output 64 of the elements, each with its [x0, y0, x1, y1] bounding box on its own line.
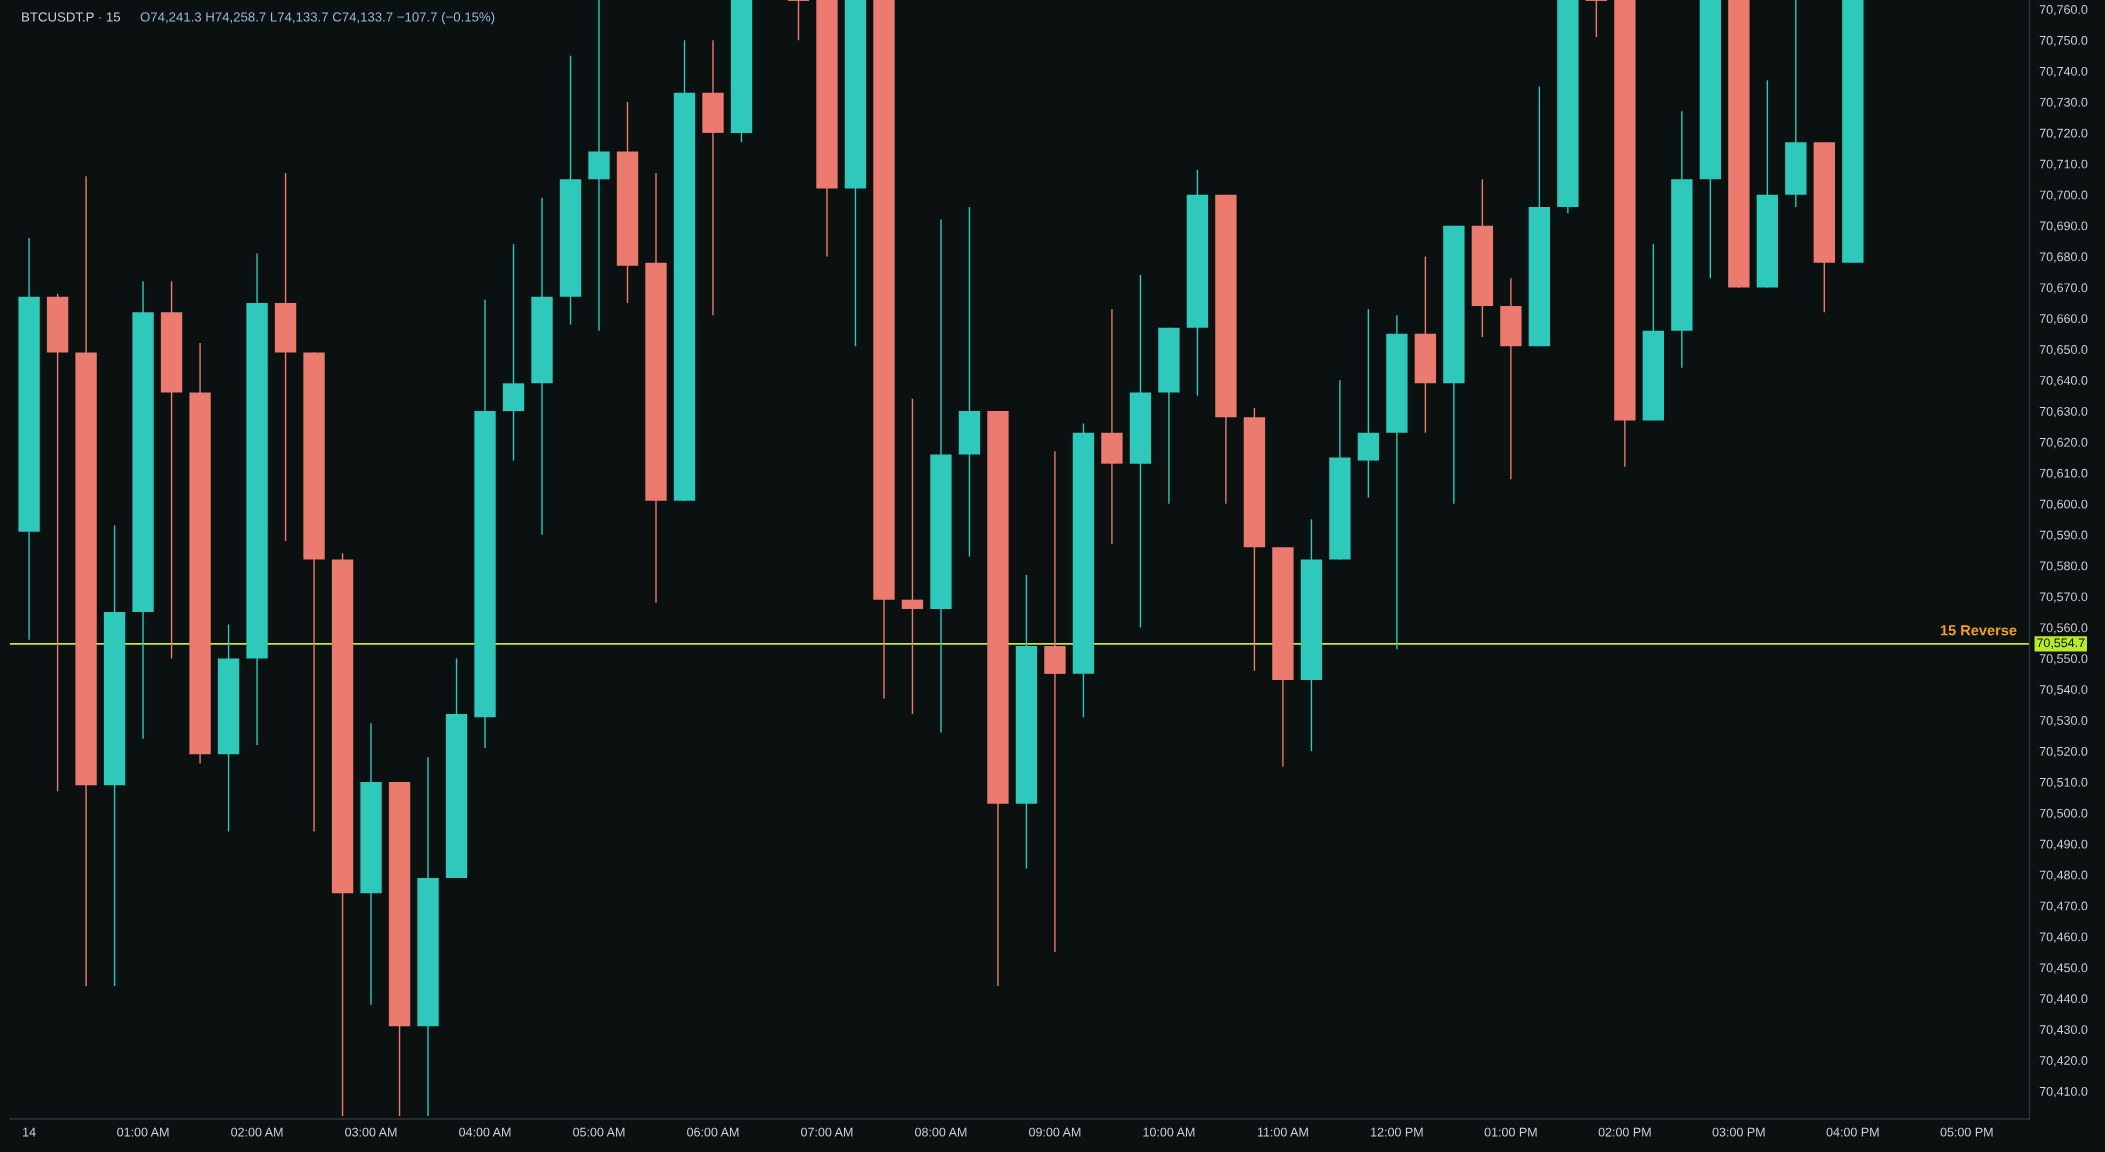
y-tick-label: 70,490.0 — [2039, 839, 2088, 851]
text: O74,241.3 H74,258.7 L74,133.7 C74,133.7 −107.7 (−0.15%) — [140, 11, 495, 25]
y-tick-label: 70,690.0 — [2039, 221, 2088, 232]
y-tick-label: 70,680.0 — [2039, 252, 2088, 263]
x-tick-label: 06:00 AM — [687, 1127, 739, 1137]
x-tick-label: 03:00 PM — [1712, 1127, 1765, 1137]
y-tick-label: 70,640.0 — [2039, 376, 2088, 387]
x-tick-label: 14 — [23, 1127, 36, 1137]
y-tick-label: 70,730.0 — [2039, 97, 2088, 109]
candlestick — [588, 0, 610, 332]
y-tick-label: 70,750.0 — [2039, 35, 2088, 47]
x-tick-label: 04:00 AM — [459, 1127, 511, 1137]
x-tick-label: 10:00 AM — [1143, 1127, 1195, 1137]
ref-line-label: 15 Reverse — [1940, 625, 2017, 636]
y-tick-label: 70,440.0 — [2039, 994, 2088, 1005]
text: BTCUSDT.P · 15 — [22, 12, 121, 22]
y-tick-label: 70,430.0 — [2039, 1025, 2088, 1036]
y-tick-label: 70,500.0 — [2039, 808, 2088, 820]
candlestick — [1585, 0, 1608, 38]
x-tick-label: 11:00 AM — [1257, 1127, 1308, 1137]
y-tick-label: 70,420.0 — [2039, 1056, 2088, 1067]
y-tick-label: 70,710.0 — [2039, 159, 2088, 170]
x-tick-label: 03:00 AM — [345, 1127, 397, 1137]
x-tick-label: 04:00 PM — [1826, 1127, 1879, 1137]
y-tick-label: 70,650.0 — [2039, 345, 2088, 356]
y-tick-label: 70,520.0 — [2039, 746, 2088, 758]
y-tick-label: 70,620.0 — [2039, 437, 2088, 449]
y-tick-label: 70,740.0 — [2039, 66, 2088, 78]
x-tick-label: 02:00 AM — [231, 1127, 283, 1137]
y-tick-label: 70,570.0 — [2039, 592, 2088, 603]
y-tick-label: 70,630.0 — [2039, 406, 2088, 418]
x-tick-label: 12:00 PM — [1371, 1127, 1423, 1137]
candlestick — [1044, 450, 1066, 953]
y-tick-label: 70,410.0 — [2039, 1086, 2088, 1098]
y-tick-label: 70,590.0 — [2039, 530, 2088, 541]
x-tick-label: 08:00 AM — [915, 1127, 967, 1137]
x-tick-label: 05:00 AM — [573, 1127, 625, 1137]
y-tick-label: 70,530.0 — [2039, 716, 2088, 727]
candlestick — [787, 0, 810, 41]
y-tick-label: 70,450.0 — [2039, 963, 2088, 974]
y-tick-label: 70,760.0 — [2039, 5, 2088, 16]
x-tick-label: 02:00 PM — [1598, 1127, 1651, 1137]
y-tick-label: 70,580.0 — [2039, 561, 2088, 572]
y-tick-label: 70,700.0 — [2039, 190, 2088, 201]
candlestick — [46, 292, 69, 793]
y-tick-label: 70,540.0 — [2039, 685, 2088, 696]
y-tick-label: 70,480.0 — [2039, 870, 2088, 881]
y-tick-label: 70,610.0 — [2039, 468, 2088, 480]
x-tick-label: 09:00 AM — [1029, 1127, 1081, 1137]
y-tick-label: 70,560.0 — [2039, 623, 2088, 634]
y-tick-label: 70,670.0 — [2039, 283, 2088, 294]
y-tick-label: 70,460.0 — [2039, 932, 2088, 943]
y-tick-label: 70,600.0 — [2039, 499, 2088, 510]
y-tick-label: 70,550.0 — [2039, 654, 2088, 665]
text: 70,554.7 — [2037, 638, 2085, 649]
y-tick-label: 70,660.0 — [2039, 314, 2088, 325]
y-tick-label: 70,510.0 — [2039, 777, 2088, 789]
candlestick — [901, 398, 924, 715]
x-tick-label: 05:00 PM — [1940, 1127, 1993, 1137]
y-tick-label: 70,720.0 — [2039, 128, 2088, 140]
y-tick-label: 70,470.0 — [2039, 901, 2088, 912]
x-tick-label: 07:00 AM — [801, 1127, 853, 1137]
x-tick-label: 01:00 PM — [1484, 1127, 1537, 1137]
x-tick-label: 01:00 AM — [117, 1127, 169, 1137]
